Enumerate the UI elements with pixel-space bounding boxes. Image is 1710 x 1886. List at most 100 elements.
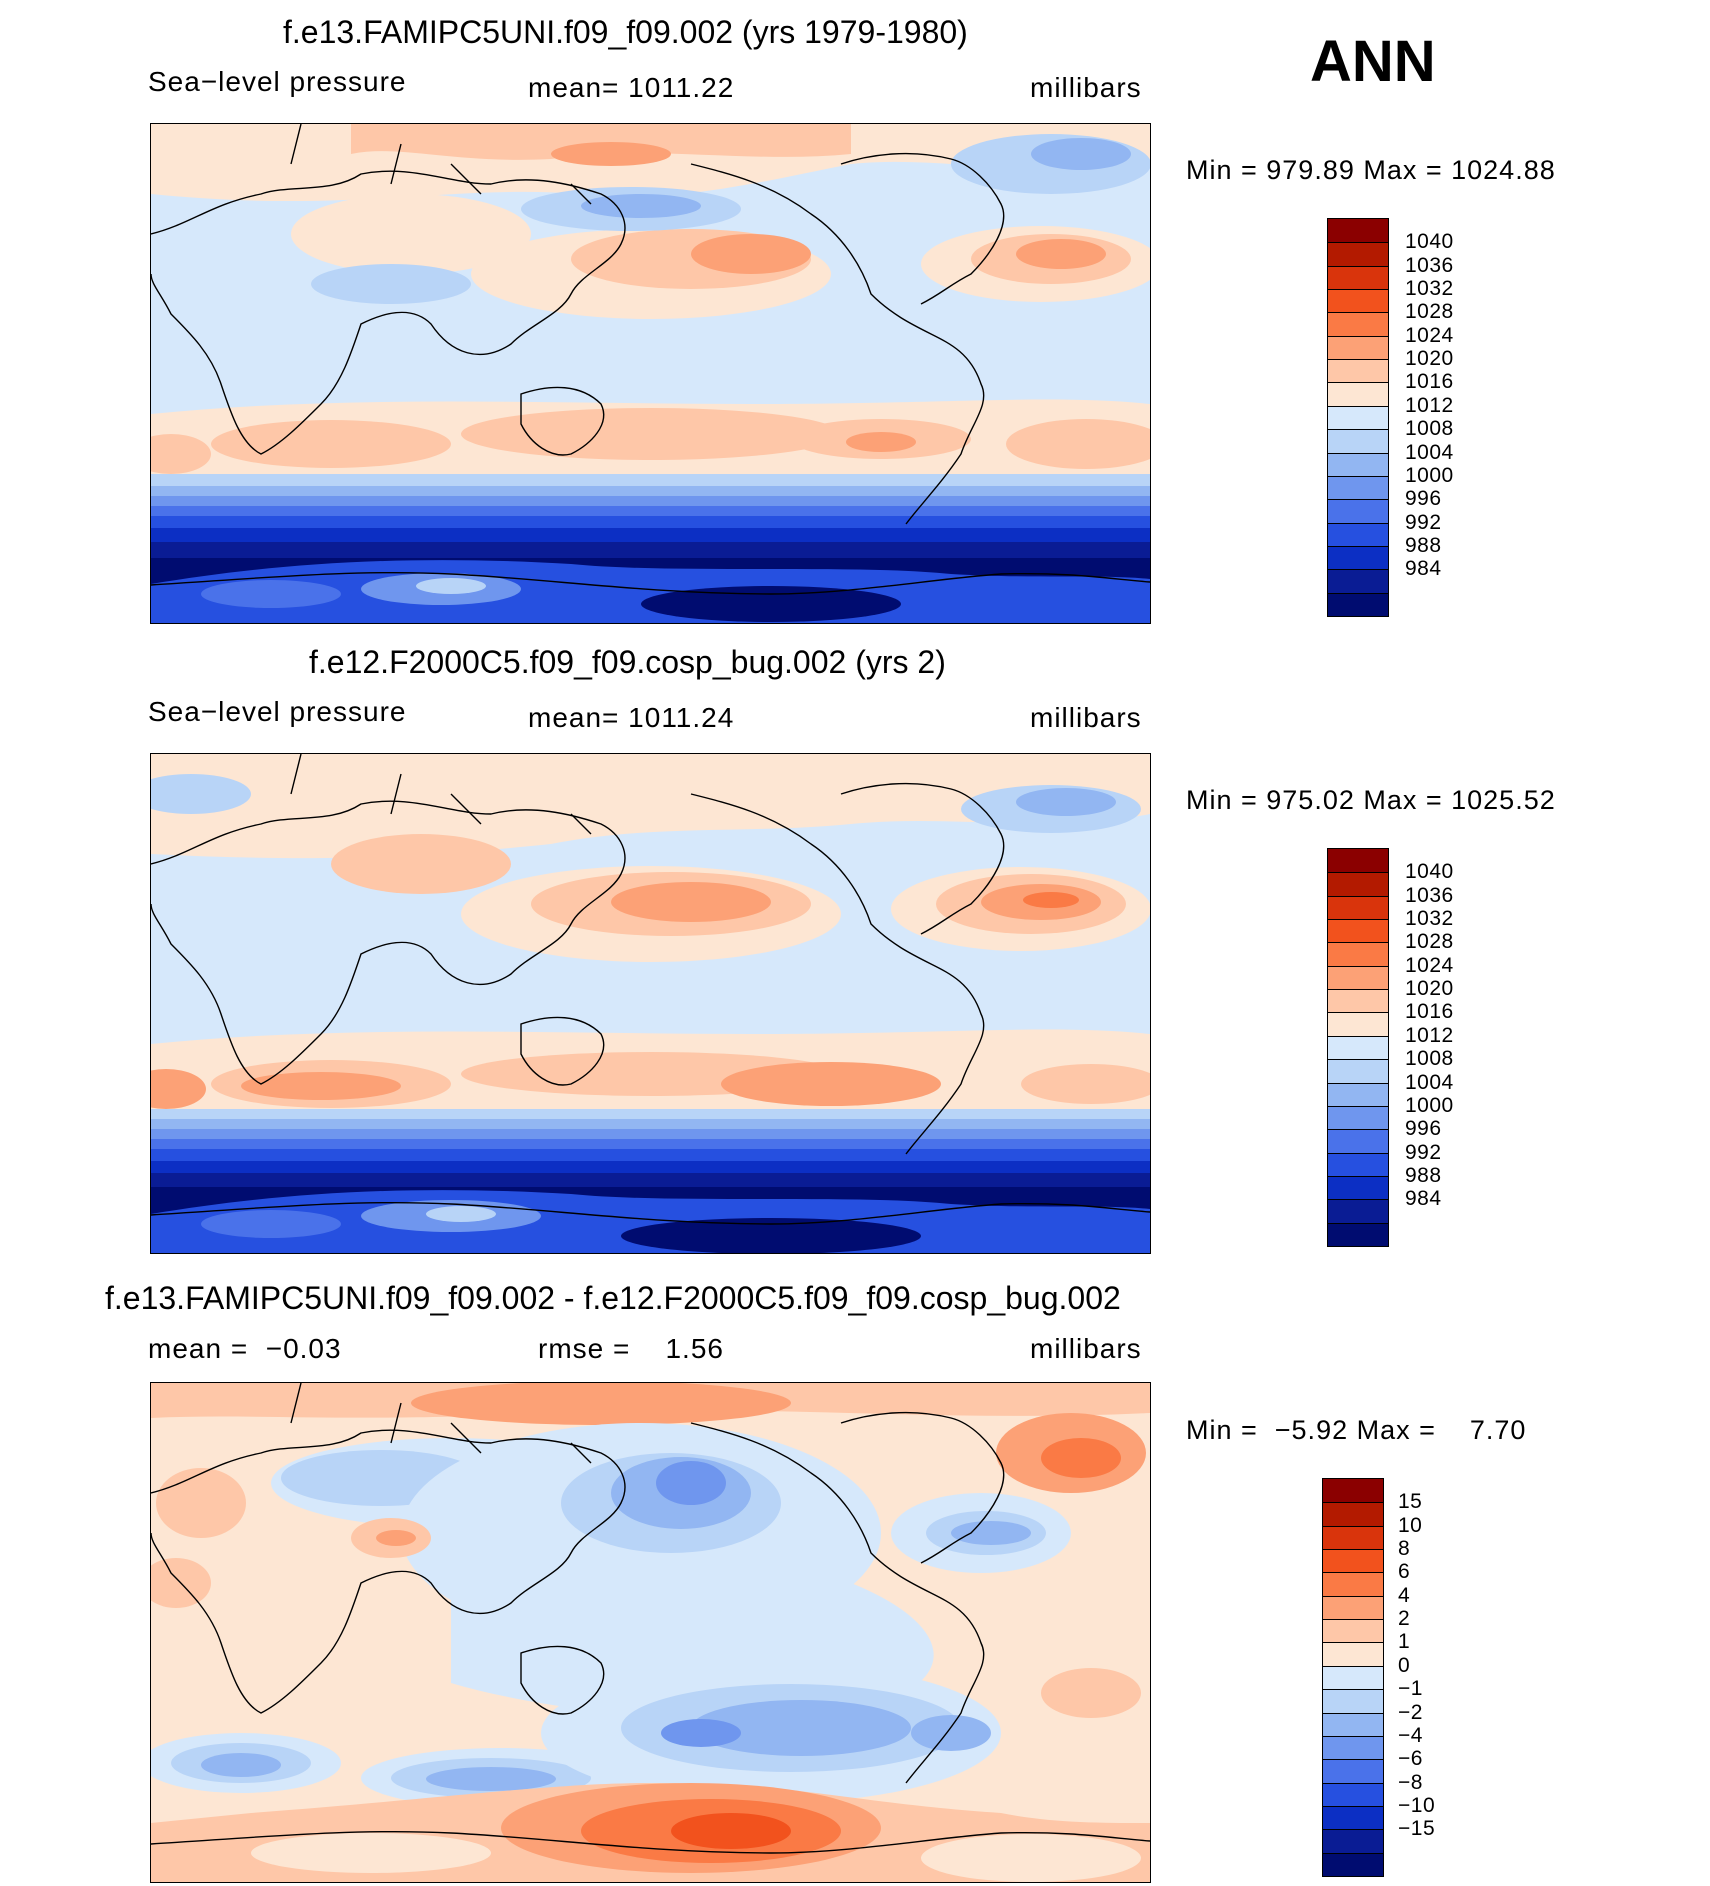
colorbar-swatch	[1328, 919, 1388, 943]
panel3-rmse-label: rmse = 1.56	[538, 1333, 724, 1364]
colorbar-swatch	[1328, 242, 1388, 266]
colorbar-tick-label: 1008	[1405, 1047, 1454, 1071]
colorbar-swatch	[1328, 289, 1388, 313]
colorbar-swatch	[1328, 359, 1388, 383]
colorbar-tick-label: 1008	[1405, 417, 1454, 441]
colorbar-swatch	[1328, 522, 1388, 546]
colorbar-swatch	[1323, 1665, 1383, 1690]
colorbar-tick-label: −6	[1398, 1747, 1423, 1771]
colorbar-tick-label: 988	[1405, 533, 1442, 557]
panel1-mean-label: mean= 1011.22	[528, 72, 735, 103]
colorbar-tick-label: 1020	[1405, 977, 1454, 1001]
panel3-minmax: Min = −5.92 Max = 7.70	[1186, 1415, 1527, 1445]
colorbar-swatch	[1328, 265, 1388, 290]
colorbar-tick-label: −4	[1398, 1723, 1423, 1747]
colorbar-swatch	[1328, 569, 1388, 593]
colorbar-swatch	[1328, 545, 1388, 570]
panel2-mean-label: mean= 1011.24	[528, 702, 735, 733]
colorbar-swatch	[1323, 1782, 1383, 1806]
colorbar-swatch	[1323, 1642, 1383, 1666]
colorbar-tick-label: 996	[1405, 1117, 1442, 1141]
colorbar-tick-label: −10	[1398, 1793, 1436, 1817]
colorbar-tick-label: 1012	[1405, 1023, 1454, 1047]
colorbar-swatch	[1328, 1152, 1388, 1176]
colorbar-tick-label: 4	[1398, 1583, 1411, 1607]
colorbar-tick-label: 2	[1398, 1607, 1411, 1631]
colorbar-swatch	[1328, 219, 1388, 243]
colorbar-swatch	[1323, 1502, 1383, 1526]
colorbar-tick-label: 15	[1398, 1490, 1423, 1514]
colorbar-swatch	[1323, 1549, 1383, 1573]
colorbar-tick-label: 984	[1405, 1187, 1442, 1211]
colorbar-tick-label: 8	[1398, 1537, 1411, 1561]
panel2-map-svg	[151, 754, 1150, 1253]
panel2-units-label: millibars	[1030, 702, 1142, 733]
colorbar-swatch	[1328, 989, 1388, 1013]
panel3-map	[150, 1382, 1151, 1883]
colorbar-tick-label: 1020	[1405, 347, 1454, 371]
panel1-variable-label: Sea−level pressure	[148, 66, 407, 97]
colorbar-tick-label: 1000	[1405, 463, 1454, 487]
colorbar-swatch	[1328, 429, 1388, 453]
colorbar-tick-label: −1	[1398, 1677, 1423, 1701]
colorbar-swatch	[1323, 1805, 1383, 1830]
colorbar-swatch	[1323, 1759, 1383, 1783]
colorbar-swatch	[1328, 895, 1388, 920]
colorbar-tick-label: 1036	[1405, 883, 1454, 907]
panel3-map-svg	[151, 1383, 1150, 1882]
colorbar-tick-label: 1004	[1405, 1070, 1454, 1094]
panel2-map	[150, 753, 1151, 1254]
colorbar-swatch	[1328, 1059, 1388, 1083]
colorbar-tick-label: 1036	[1405, 253, 1454, 277]
colorbar-tick-label: 1032	[1405, 277, 1454, 301]
colorbar-swatch	[1328, 1082, 1388, 1106]
colorbar-tick-label: −8	[1398, 1770, 1423, 1794]
colorbar-tick-label: −2	[1398, 1700, 1423, 1724]
panel1-map-svg	[151, 124, 1150, 623]
colorbar-tick-label: 992	[1405, 1140, 1442, 1164]
colorbar-swatch	[1328, 1012, 1388, 1036]
colorbar-swatch	[1328, 1105, 1388, 1130]
colorbar-swatch	[1323, 1829, 1383, 1853]
colorbar-tick-label: 10	[1398, 1513, 1423, 1537]
colorbar-swatch	[1328, 592, 1388, 616]
colorbar-tick-label: 6	[1398, 1560, 1411, 1584]
colorbar-tick-label: 0	[1398, 1653, 1411, 1677]
colorbar-swatch	[1328, 965, 1388, 990]
colorbar-swatch	[1328, 499, 1388, 523]
panel3-colorbar	[1322, 1478, 1384, 1877]
panel2-minmax: Min = 975.02 Max = 1025.52	[1186, 785, 1556, 815]
colorbar-swatch	[1323, 1689, 1383, 1713]
colorbar-tick-label: 992	[1405, 510, 1442, 534]
colorbar-tick-label: 1012	[1405, 393, 1454, 417]
colorbar-tick-label: 1024	[1405, 323, 1454, 347]
colorbar-tick-label: 1004	[1405, 440, 1454, 464]
colorbar-swatch	[1328, 312, 1388, 336]
colorbar-tick-label: 1000	[1405, 1093, 1454, 1117]
colorbar-tick-label: 1	[1398, 1630, 1411, 1654]
panel3-title: f.e13.FAMIPC5UNI.f09_f09.002 - f.e12.F20…	[105, 1280, 1121, 1316]
colorbar-tick-label: 1016	[1405, 370, 1454, 394]
colorbar-swatch	[1328, 335, 1388, 360]
colorbar-swatch	[1323, 1572, 1383, 1596]
panel1-title: f.e13.FAMIPC5UNI.f09_f09.002 (yrs 1979-1…	[283, 14, 968, 50]
season-label: ANN	[1310, 29, 1436, 94]
panel2-variable-label: Sea−level pressure	[148, 696, 407, 727]
colorbar-swatch	[1323, 1595, 1383, 1620]
colorbar-tick-label: 996	[1405, 487, 1442, 511]
colorbar-tick-label: 988	[1405, 1163, 1442, 1187]
colorbar-swatch	[1328, 1199, 1388, 1223]
panel1-units-label: millibars	[1030, 72, 1142, 103]
colorbar-swatch	[1328, 872, 1388, 896]
panel2-title: f.e12.F2000C5.f09_f09.cosp_bug.002 (yrs …	[309, 644, 946, 680]
colorbar-tick-label: 1016	[1405, 1000, 1454, 1024]
colorbar-swatch	[1328, 1035, 1388, 1060]
colorbar-swatch	[1323, 1852, 1383, 1876]
colorbar-swatch	[1328, 1175, 1388, 1200]
colorbar-tick-label: 1028	[1405, 300, 1454, 324]
colorbar-swatch	[1323, 1525, 1383, 1550]
panel1-minmax: Min = 979.89 Max = 1024.88	[1186, 155, 1556, 185]
colorbar-swatch	[1323, 1619, 1383, 1643]
colorbar-swatch	[1328, 405, 1388, 430]
colorbar-tick-label: −15	[1398, 1817, 1436, 1841]
